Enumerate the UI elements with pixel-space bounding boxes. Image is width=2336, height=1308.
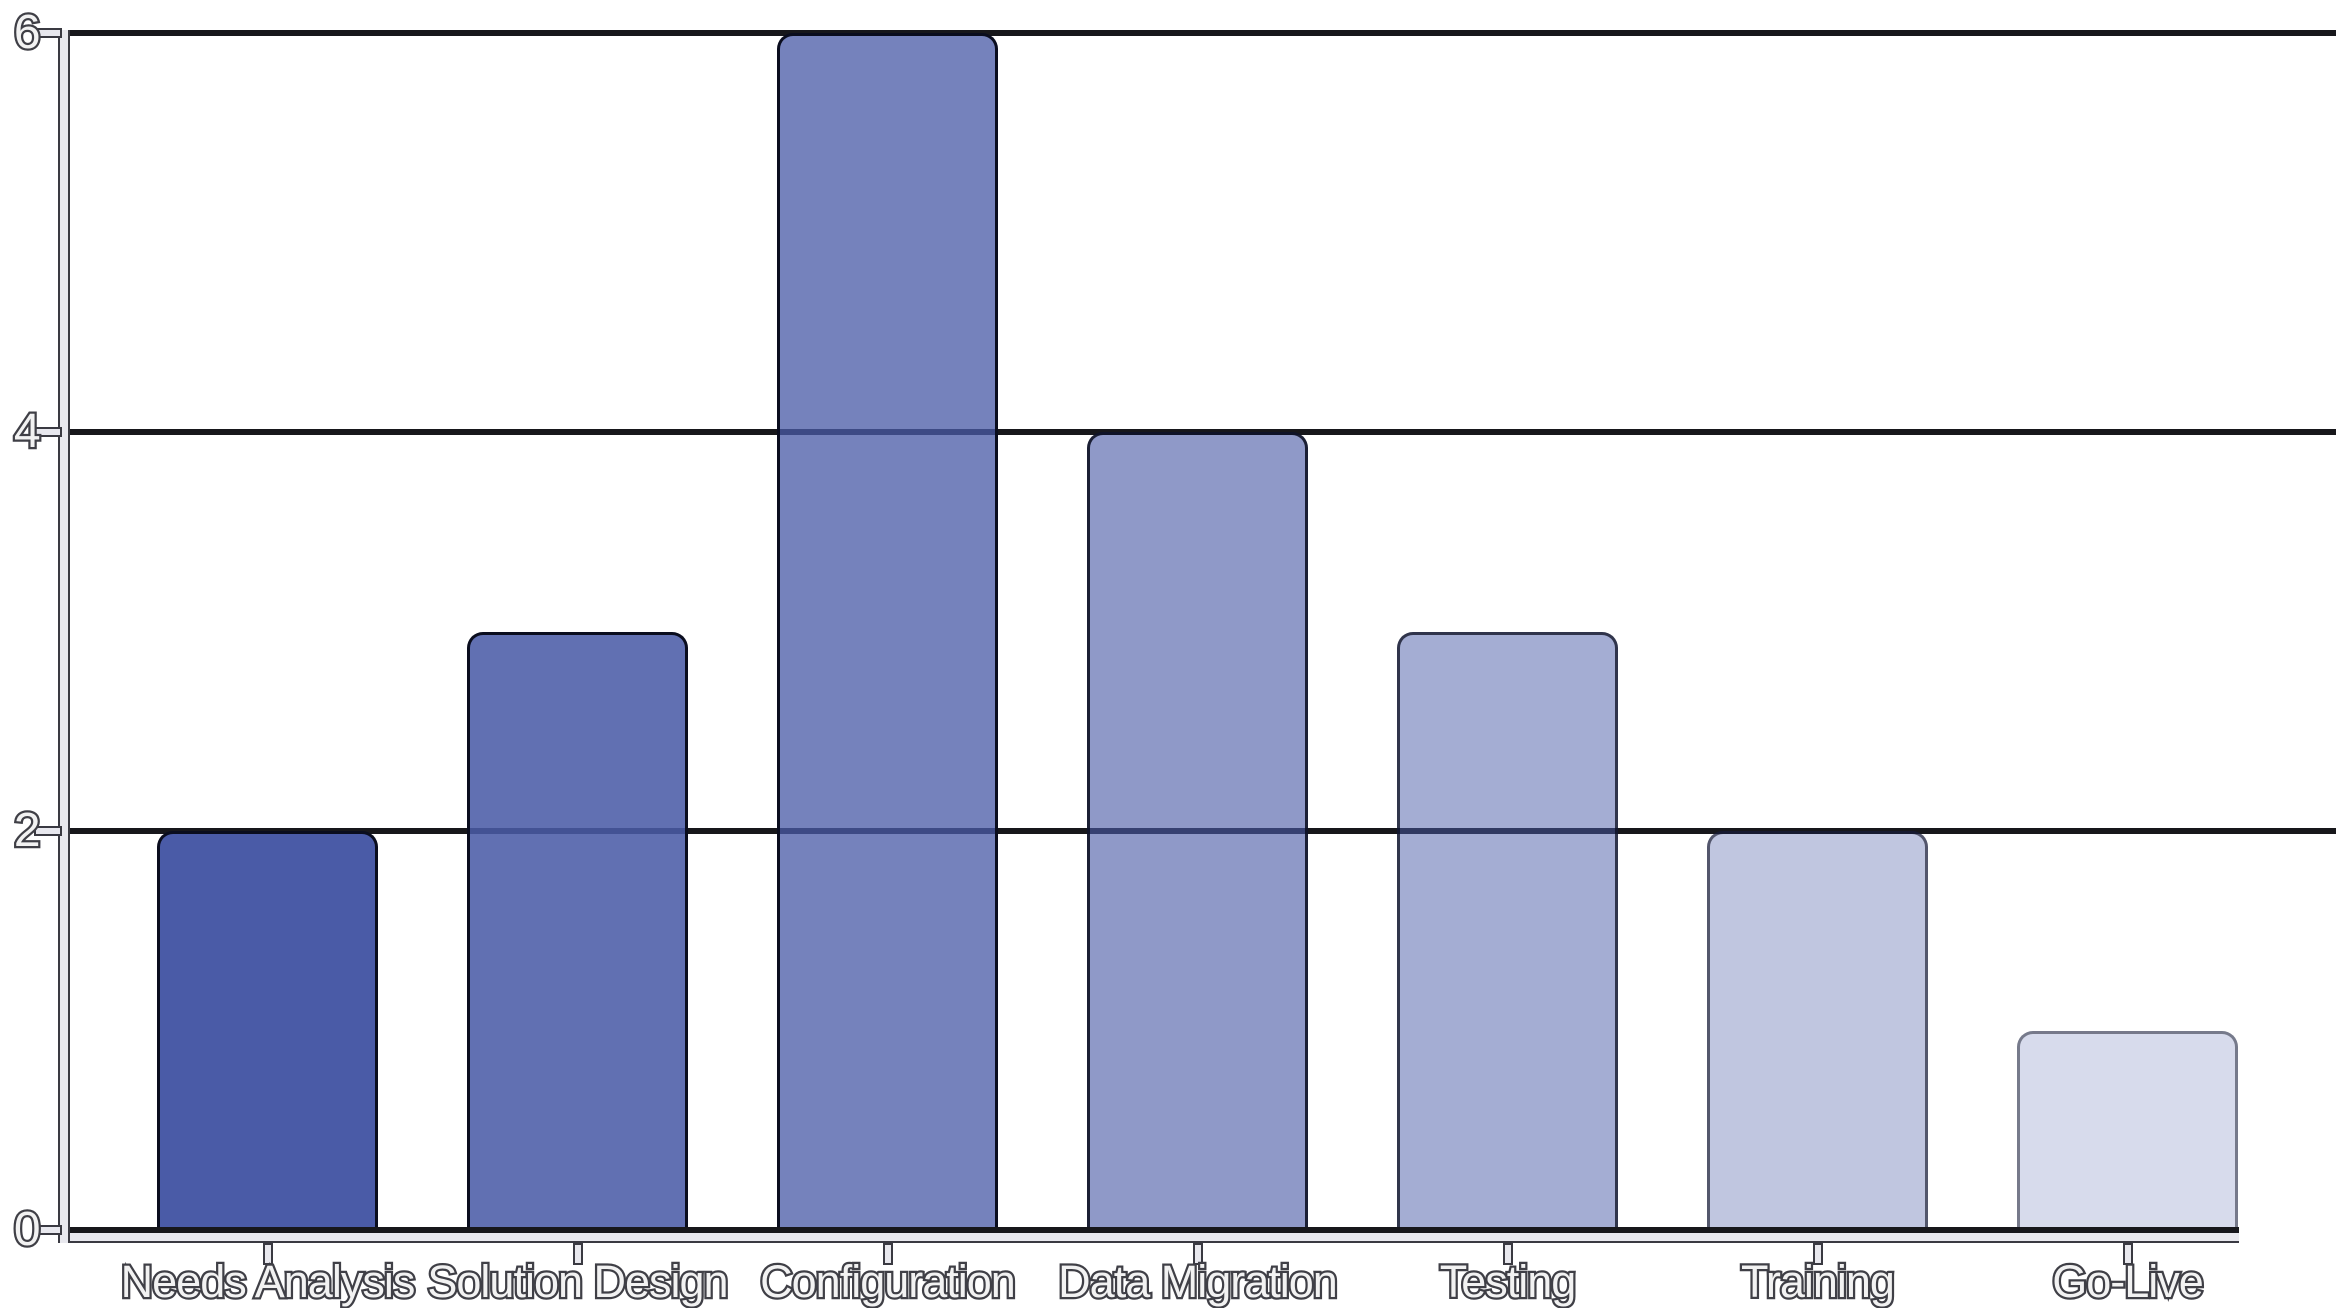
- x-tick-2: [572, 1243, 583, 1265]
- bar-solution-design[interactable]: [467, 631, 688, 1233]
- x-axis-line: [58, 1233, 2239, 1243]
- x-category-label-4: Data Migration: [1056, 1254, 1340, 1308]
- bar-training[interactable]: [1707, 831, 1928, 1233]
- y-tick-label-2: 2: [12, 802, 43, 860]
- x-tick-3: [882, 1243, 893, 1265]
- x-tick-6: [1812, 1243, 1823, 1265]
- bar-testing[interactable]: [1397, 631, 1618, 1233]
- x-category-label-6: Training: [1739, 1254, 1897, 1308]
- y-tick-2: [34, 826, 62, 836]
- x-category-label-1: Needs Analysis: [118, 1254, 417, 1308]
- x-category-label-5: Testing: [1437, 1254, 1578, 1308]
- x-category-label-3: Configuration: [758, 1254, 1018, 1308]
- y-tick-label-4: 4: [12, 403, 43, 461]
- y-tick-4: [34, 427, 62, 437]
- bar-configuration[interactable]: [777, 33, 998, 1233]
- gridline-y6: [70, 30, 2336, 36]
- y-tick-label-6: 6: [12, 4, 43, 62]
- x-category-label-7: Go-Live: [2050, 1254, 2206, 1308]
- bar-needs-analysis[interactable]: [157, 831, 378, 1233]
- x-tick-4: [1192, 1243, 1203, 1265]
- x-tick-1: [262, 1243, 273, 1265]
- y-tick-label-0: 0: [12, 1201, 43, 1259]
- y-tick-6: [34, 28, 62, 38]
- x-tick-7: [2122, 1243, 2133, 1265]
- y-tick-0: [34, 1225, 62, 1235]
- bar-data-migration[interactable]: [1087, 432, 1308, 1233]
- x-tick-5: [1502, 1243, 1513, 1265]
- x-category-label-2: Solution Design: [425, 1254, 731, 1308]
- y-axis-line: [58, 30, 70, 1243]
- gridline-y0: [70, 1227, 2239, 1233]
- bar-go-live[interactable]: [2017, 1030, 2238, 1233]
